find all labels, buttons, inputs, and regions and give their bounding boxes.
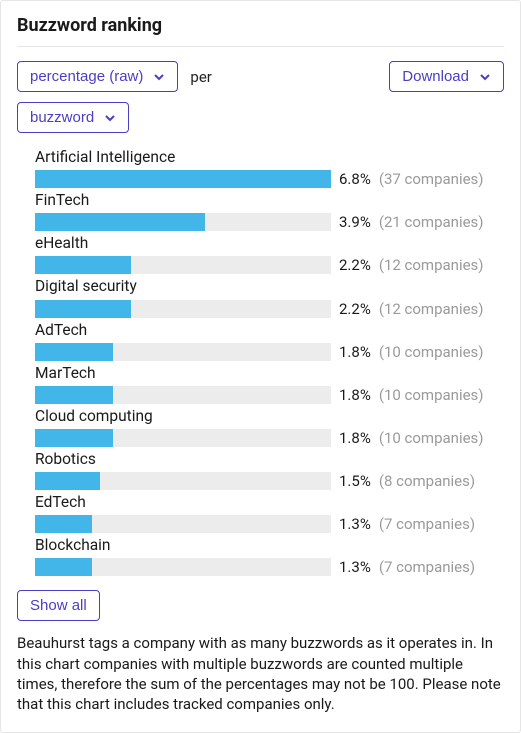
controls-row-1: percentage (raw) per Download [17, 61, 504, 92]
row-label: Digital security [35, 276, 504, 296]
controls-row-2: buzzword [17, 102, 504, 133]
buzzword-ranking-card: Buzzword ranking percentage (raw) per Do… [0, 0, 521, 733]
bar-track [35, 256, 331, 274]
chart-row: EdTech 1.3% (7 companies) [35, 492, 504, 533]
bar-fill [35, 343, 113, 361]
row-bar-wrap: 1.8% (10 companies) [35, 429, 504, 447]
row-label: Robotics [35, 449, 504, 469]
bar-fill [35, 256, 131, 274]
row-percent: 1.5% [339, 472, 371, 490]
bar-fill [35, 300, 131, 318]
row-bar-wrap: 1.8% (10 companies) [35, 386, 504, 404]
row-label: FinTech [35, 190, 504, 210]
row-percent: 2.2% [339, 256, 371, 274]
ranking-chart: Artificial Intelligence 6.8% (37 companies… [17, 143, 504, 576]
metric-dropdown-label: percentage (raw) [30, 68, 143, 85]
chart-row: Robotics 1.5% (8 companies) [35, 449, 504, 490]
bar-track [35, 472, 331, 490]
dimension-dropdown-label: buzzword [30, 109, 94, 126]
show-all-wrap: Show all [17, 590, 504, 621]
bar-fill [35, 213, 205, 231]
row-percent: 1.8% [339, 386, 371, 404]
row-bar-wrap: 2.2% (12 companies) [35, 300, 504, 318]
chart-row: Blockchain 1.3% (7 companies) [35, 535, 504, 576]
row-count: (7 companies) [379, 515, 475, 533]
row-bar-wrap: 2.2% (12 companies) [35, 256, 504, 274]
row-percent: 3.9% [339, 213, 371, 231]
row-percent: 1.8% [339, 343, 371, 361]
row-count: (10 companies) [379, 429, 484, 447]
chart-row: MarTech 1.8% (10 companies) [35, 363, 504, 404]
per-label: per [190, 68, 211, 86]
show-all-button[interactable]: Show all [17, 590, 100, 621]
row-count: (12 companies) [379, 256, 484, 274]
bar-track [35, 429, 331, 447]
chart-row: AdTech 1.8% (10 companies) [35, 320, 504, 361]
row-count: (10 companies) [379, 343, 484, 361]
row-percent: 2.2% [339, 300, 371, 318]
bar-fill [35, 515, 92, 533]
bar-track [35, 343, 331, 361]
row-bar-wrap: 3.9% (21 companies) [35, 213, 504, 231]
row-percent: 1.3% [339, 558, 371, 576]
row-count: (10 companies) [379, 386, 484, 404]
bar-track [35, 300, 331, 318]
row-bar-wrap: 6.8% (37 companies) [35, 170, 504, 188]
row-percent: 1.8% [339, 429, 371, 447]
row-count: (7 companies) [379, 558, 475, 576]
row-percent: 6.8% [339, 170, 371, 188]
chart-row: FinTech 3.9% (21 companies) [35, 190, 504, 231]
download-button-label: Download [402, 68, 469, 85]
row-percent: 1.3% [339, 515, 371, 533]
row-label: Cloud computing [35, 406, 504, 426]
bar-track [35, 515, 331, 533]
chart-row: Digital security 2.2% (12 companies) [35, 276, 504, 317]
bar-fill [35, 472, 100, 490]
show-all-label: Show all [30, 597, 87, 614]
row-label: MarTech [35, 363, 504, 383]
chevron-down-icon [104, 112, 116, 124]
row-label: EdTech [35, 492, 504, 512]
row-bar-wrap: 1.3% (7 companies) [35, 558, 504, 576]
footnote-text: Beauhurst tags a company with as many bu… [17, 633, 504, 714]
chart-row: Artificial Intelligence 6.8% (37 companies… [35, 147, 504, 188]
download-button[interactable]: Download [389, 61, 504, 92]
bar-track [35, 558, 331, 576]
bar-fill [35, 170, 331, 188]
chart-row: eHealth 2.2% (12 companies) [35, 233, 504, 274]
dimension-dropdown[interactable]: buzzword [17, 102, 129, 133]
bar-track [35, 213, 331, 231]
row-label: Artificial Intelligence [35, 147, 504, 167]
row-count: (8 companies) [379, 472, 475, 490]
bar-fill [35, 429, 113, 447]
chevron-down-icon [153, 71, 165, 83]
bar-fill [35, 558, 92, 576]
row-bar-wrap: 1.8% (10 companies) [35, 343, 504, 361]
bar-track [35, 170, 331, 188]
card-title: Buzzword ranking [17, 15, 504, 47]
row-bar-wrap: 1.3% (7 companies) [35, 515, 504, 533]
row-count: (37 companies) [379, 170, 484, 188]
row-count: (21 companies) [379, 213, 484, 231]
row-label: Blockchain [35, 535, 504, 555]
row-label: AdTech [35, 320, 504, 340]
chevron-down-icon [479, 71, 491, 83]
metric-dropdown[interactable]: percentage (raw) [17, 61, 178, 92]
bar-fill [35, 386, 113, 404]
row-count: (12 companies) [379, 300, 484, 318]
row-label: eHealth [35, 233, 504, 253]
chart-row: Cloud computing 1.8% (10 companies) [35, 406, 504, 447]
bar-track [35, 386, 331, 404]
row-bar-wrap: 1.5% (8 companies) [35, 472, 504, 490]
